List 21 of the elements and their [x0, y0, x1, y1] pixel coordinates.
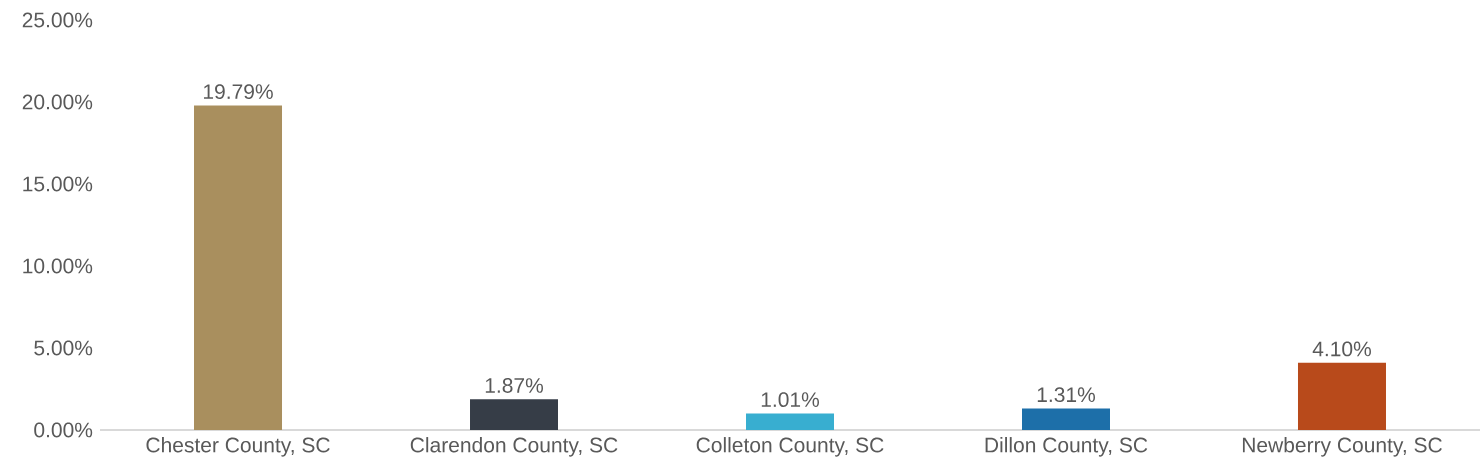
bar — [470, 399, 559, 430]
x-tick-label: Dillon County, SC — [985, 437, 1148, 457]
bar — [746, 413, 834, 430]
x-tick-label: Clarendon County, SC — [410, 437, 618, 457]
y-tick-label: 10.00% — [23, 258, 93, 274]
y-tick-label: 25.00% — [22, 12, 93, 28]
data-label: 1.01% — [761, 392, 820, 408]
bar — [1022, 408, 1110, 430]
bar — [194, 105, 283, 430]
y-tick-label: 20.00% — [22, 94, 93, 110]
bar — [1297, 362, 1386, 430]
y-tick-label: 0.00% — [34, 422, 93, 438]
data-label: 4.10% — [1312, 341, 1371, 357]
x-tick-label: Newberry County, SC — [1242, 437, 1442, 457]
data-label: 19.79% — [204, 84, 273, 100]
y-tick-label: 15.00% — [23, 176, 93, 192]
x-tick-label: Colleton County, SC — [696, 437, 884, 457]
x-tick-label: Chester County, SC — [146, 437, 330, 457]
y-tick-label: 5.00% — [34, 340, 93, 356]
data-label: 1.31% — [1037, 387, 1095, 403]
data-label: 1.87% — [485, 378, 544, 393]
